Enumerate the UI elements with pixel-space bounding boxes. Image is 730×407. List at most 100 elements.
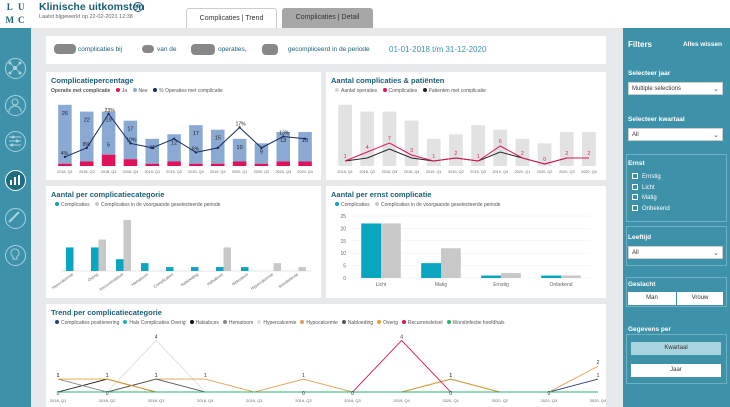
legend-dot <box>422 88 427 92</box>
complicaties-line <box>344 142 589 165</box>
clear-all-button[interactable]: Alles wissen <box>682 41 722 48</box>
x-tick-label: 2020, Q1 <box>232 170 248 174</box>
x-tick-label: 2018, Q2 <box>79 170 95 174</box>
checkbox-box[interactable] <box>632 194 638 200</box>
leeftijd-label: Leeftijd <box>628 234 652 241</box>
legend-label: Hypocalcemie <box>306 320 338 326</box>
ernst-panel <box>626 154 727 222</box>
lumc-logo: L U M C <box>0 0 31 28</box>
bar-ja <box>189 163 203 166</box>
x-tick-label: 2020, Q2 <box>492 398 509 403</box>
legend-dot <box>55 202 59 206</box>
bar-current <box>216 267 224 271</box>
pct-point <box>151 146 154 150</box>
bar-value-label: 13 <box>302 138 308 144</box>
legend-label: Hypercalcemie <box>263 320 297 326</box>
man-button[interactable]: Man <box>628 292 676 305</box>
legend-dot <box>132 88 137 92</box>
x-tick-label: 2018, Q4 <box>197 398 214 403</box>
y-tick-label: 25 <box>340 214 346 220</box>
complicaties-value: 1 <box>344 154 347 160</box>
legend-label: Recurrensletsel <box>407 320 443 326</box>
checkbox-box[interactable] <box>632 184 638 190</box>
legend-dot <box>115 88 120 92</box>
ernst-checkbox[interactable]: Onbekend <box>632 205 670 212</box>
legend-label: Wondinfectie hoofdhals <box>452 320 505 326</box>
jaar-select[interactable]: Multiple selections ⌄ <box>628 82 723 95</box>
bar-value-label: 22 <box>84 118 90 124</box>
legend-label: Complicaties positionering <box>61 320 120 326</box>
point-label: 1 <box>597 373 600 379</box>
summary-card: complicaties bij van de operaties, gecom… <box>46 36 606 64</box>
point-label: 1 <box>155 373 158 379</box>
bar-value-label: 15 <box>215 136 221 142</box>
ernst-checkbox[interactable]: Matig <box>632 194 657 201</box>
bar-ja <box>254 163 269 166</box>
sliders-icon[interactable] <box>5 131 26 152</box>
x-tick-label: Hypercalcemie <box>250 271 275 291</box>
bar-ja <box>210 163 225 166</box>
y-tick-label: 10 <box>340 251 346 257</box>
bar-nee <box>101 111 116 155</box>
x-tick-label: 2019, Q2 <box>166 170 182 174</box>
chart-icon[interactable] <box>5 170 26 191</box>
report-canvas: complicaties bij van de operaties, gecom… <box>31 28 623 407</box>
leeftijd-select[interactable]: All ⌄ <box>628 246 723 259</box>
checkbox-box[interactable] <box>632 173 638 179</box>
jaar-button[interactable]: Jaar <box>631 364 721 377</box>
point-label: 1 <box>204 373 207 379</box>
pct-label: 17% <box>236 121 247 127</box>
bar-operaties <box>404 120 419 166</box>
bar-value-label: 12 <box>171 140 177 146</box>
checkbox-box[interactable] <box>632 205 638 211</box>
vrouw-button[interactable]: Vrouw <box>677 292 723 305</box>
network-icon[interactable] <box>5 58 26 79</box>
bulb-icon[interactable] <box>5 245 26 266</box>
complicatiecategorie-card: Aantal per complicatiecategorie Complica… <box>46 186 321 298</box>
info-icon[interactable]: i <box>133 2 143 12</box>
bar-current <box>541 275 561 278</box>
chart-legend: Aantal operaties Complicaties Patienten … <box>331 88 486 94</box>
bar-previous <box>381 223 401 278</box>
bar-ja <box>58 163 72 166</box>
bar-previous <box>123 219 131 271</box>
pct-point <box>107 112 110 116</box>
x-tick-label: 2020, Q3 <box>275 170 291 174</box>
ernst-checkbox[interactable]: Ernstig <box>632 173 661 180</box>
ernst-card: Aantal per ernst complicatie Complicatie… <box>326 186 606 298</box>
chart-title: Aantal per complicatiecategorie <box>51 190 165 199</box>
bar-operaties <box>537 143 552 166</box>
ruler-icon[interactable] <box>5 208 26 229</box>
x-tick-label: Matig <box>435 282 447 288</box>
x-tick-label: 2019, Q3 <box>344 398 361 403</box>
person-icon[interactable] <box>5 95 26 116</box>
leeftijd-panel <box>626 226 727 266</box>
pct-point <box>238 126 241 129</box>
bar-current <box>166 267 174 271</box>
complicaties-value: 6 <box>499 139 502 145</box>
x-tick-label: Ernstig <box>493 282 509 288</box>
chart-title: Complicatiepercentage <box>51 76 134 85</box>
summary-text: van de <box>157 46 177 53</box>
complicaties-value: 2 <box>588 151 591 157</box>
kwartaal-select[interactable]: All ⌄ <box>628 128 723 141</box>
legend-label: Hals Complicaties Overig <box>129 320 186 326</box>
bar-current <box>66 247 74 271</box>
legend-dot <box>123 320 128 324</box>
legend-label: Nee <box>138 88 148 94</box>
tab-complicaties-trend[interactable]: Complicaties | Trend <box>186 8 277 28</box>
bar-value-label: 19 <box>106 118 112 124</box>
checkbox-label: Ernstig <box>642 174 661 180</box>
x-tick-label: Onbekend <box>549 282 572 288</box>
point-label: 1 <box>449 373 452 379</box>
kwartaal-button[interactable]: Kwartaal <box>631 342 721 355</box>
tab-complicaties-detail[interactable]: Complicaties | Detail <box>282 8 373 28</box>
bar-nee <box>254 143 269 164</box>
y-tick-label: 0 <box>343 276 346 282</box>
trend-line <box>58 365 599 393</box>
ernst-chart: 0 5 10 15 20 25 Licht Matig Ernstig Onbekend <box>340 214 591 288</box>
ernst-checkbox[interactable]: Licht <box>632 184 655 191</box>
bar-nee <box>58 104 72 164</box>
pct-line <box>64 112 306 158</box>
bar-previous <box>273 263 281 271</box>
